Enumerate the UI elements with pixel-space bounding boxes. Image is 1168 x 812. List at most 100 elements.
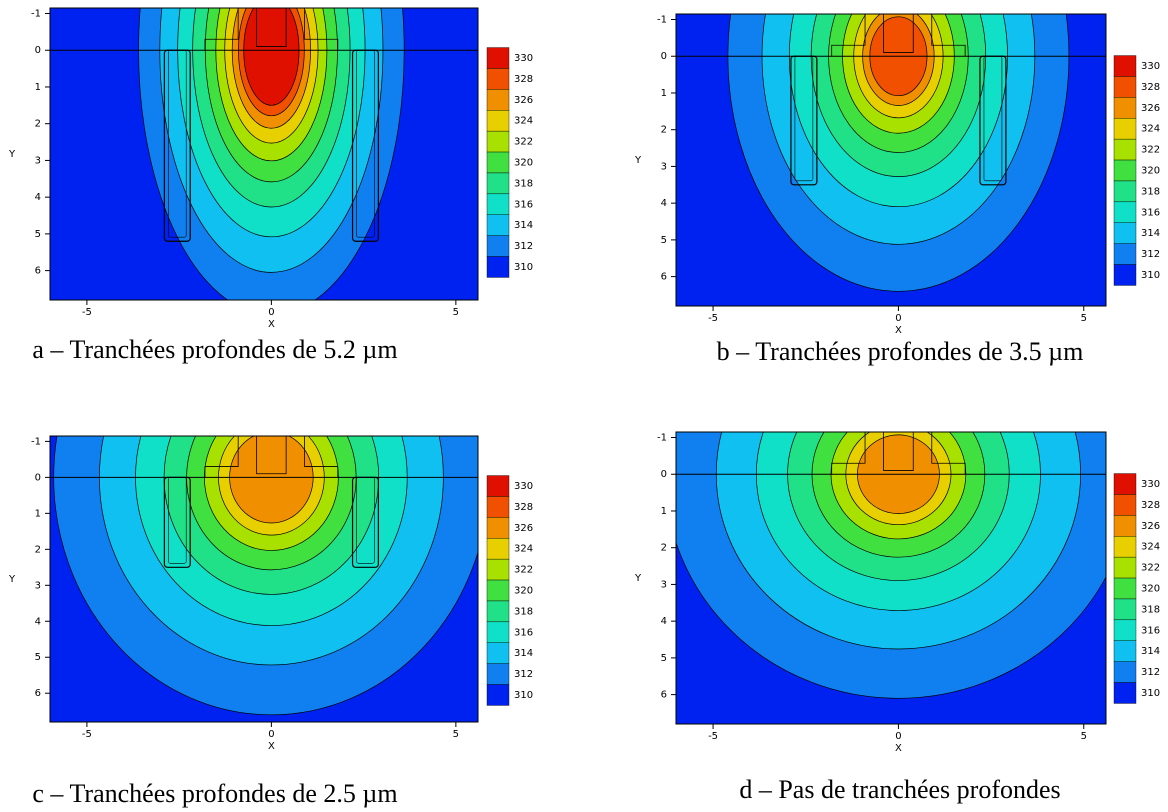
colorbar-swatch xyxy=(486,89,510,111)
colorbar-label: 320 xyxy=(1141,584,1160,595)
y-tick-label: 6 xyxy=(661,272,667,283)
colorbar-swatch xyxy=(486,47,510,69)
colorbar-label: 326 xyxy=(514,95,533,106)
colorbar-label: 322 xyxy=(514,565,533,576)
x-tick-label: 5 xyxy=(1081,313,1087,324)
colorbar-label: 314 xyxy=(514,648,533,659)
colorbar-swatch xyxy=(1113,598,1137,621)
colorbar-label: 324 xyxy=(514,116,533,127)
panel: -5 0 5 -1 0 1 2 3 4 5 6 X Y 330 328 326 324 322 320 318 316 3… xyxy=(634,13,1160,366)
colorbar-swatch xyxy=(1113,97,1137,119)
colorbar-swatch xyxy=(486,256,510,278)
colorbar-swatch xyxy=(486,475,510,497)
colorbar-label: 324 xyxy=(1141,124,1160,135)
colorbar-label: 318 xyxy=(514,606,533,617)
colorbar-swatch xyxy=(1113,556,1137,579)
colorbar-label: 328 xyxy=(514,74,533,85)
colorbar-label: 330 xyxy=(1141,479,1160,490)
y-tick-label: -1 xyxy=(657,433,667,444)
colorbar-swatch xyxy=(1113,619,1137,641)
colorbar-swatch xyxy=(1113,76,1137,98)
colorbar-label: 316 xyxy=(1141,625,1160,636)
colorbar-swatch xyxy=(486,110,510,132)
y-tick-label: 2 xyxy=(35,544,41,555)
device xyxy=(204,8,339,51)
y-tick-label: 0 xyxy=(35,472,41,483)
colorbar-swatch xyxy=(1113,243,1137,265)
y-axis-label: Y xyxy=(8,574,16,585)
x-tick-label: 0 xyxy=(895,313,901,324)
colorbar-label: 318 xyxy=(1141,604,1160,615)
colorbar-swatch xyxy=(486,151,510,174)
caption: a – Tranchées profondes de 5.2 µm xyxy=(32,335,397,364)
y-tick-label: 2 xyxy=(661,543,667,554)
panel: -5 0 5 -1 0 1 2 3 4 5 6 X Y 330 328 326 324 322 320 318 316 3… xyxy=(634,431,1160,804)
colorbar-label: 318 xyxy=(1141,186,1160,197)
colorbar-label: 326 xyxy=(1141,103,1160,114)
colorbar-swatch xyxy=(1113,118,1137,140)
y-axis-label: Y xyxy=(8,149,16,160)
colorbar-label: 310 xyxy=(1141,688,1160,699)
y-tick-label: 4 xyxy=(35,616,41,627)
contour-plot xyxy=(50,436,478,722)
colorbar-swatch xyxy=(486,663,510,685)
colorbar-swatch xyxy=(486,214,510,236)
y-tick-label: 3 xyxy=(661,579,667,590)
colorbar-label: 322 xyxy=(1141,563,1160,574)
colorbar-label: 312 xyxy=(1141,667,1160,678)
colorbar-label: 322 xyxy=(514,137,533,148)
y-tick-label: 1 xyxy=(661,506,667,517)
trench-inner xyxy=(168,49,187,238)
colorbar-swatch xyxy=(1113,577,1137,600)
x-tick-label: 5 xyxy=(453,307,459,318)
x-tick-label: 5 xyxy=(453,729,459,740)
contour-plot xyxy=(50,8,478,300)
trench-inner xyxy=(983,55,1003,182)
colorbar-swatch xyxy=(486,517,510,539)
x-tick-label: -5 xyxy=(708,313,718,324)
colorbar-label: 326 xyxy=(514,523,533,534)
contour-plot xyxy=(676,14,1106,306)
colorbar-swatch xyxy=(486,642,510,664)
y-tick-label: -1 xyxy=(657,15,667,26)
colorbar-label: 314 xyxy=(514,220,533,231)
colorbar-label: 310 xyxy=(514,262,533,273)
y-tick-label: 4 xyxy=(661,616,667,627)
device xyxy=(204,436,339,478)
caption: c – Tranchées profondes de 2.5 µm xyxy=(32,779,397,808)
colorbar-label: 312 xyxy=(1141,249,1160,260)
y-tick-label: 2 xyxy=(35,119,41,130)
colorbar-swatch xyxy=(1113,138,1137,161)
device xyxy=(831,14,966,57)
colorbar-swatch xyxy=(486,558,510,581)
colorbar-label: 328 xyxy=(1141,82,1160,93)
colorbar-label: 316 xyxy=(514,627,533,638)
colorbar-label: 330 xyxy=(514,53,533,64)
y-tick-label: 6 xyxy=(661,690,667,701)
colorbar-label: 328 xyxy=(1141,500,1160,511)
y-tick-label: 5 xyxy=(35,229,41,240)
caption: d – Pas de tranchées profondes xyxy=(739,775,1060,804)
y-tick-label: 1 xyxy=(661,88,667,99)
colorbar-label: 316 xyxy=(1141,207,1160,218)
x-tick-label: -5 xyxy=(708,731,718,742)
x-tick-label: 0 xyxy=(268,729,274,740)
y-tick-label: 5 xyxy=(661,653,667,664)
y-tick-label: 5 xyxy=(35,652,41,663)
y-tick-label: 4 xyxy=(661,198,667,209)
trench-inner xyxy=(168,477,187,564)
colorbar-swatch xyxy=(1113,222,1137,244)
colorbar-label: 330 xyxy=(514,481,533,492)
colorbar-label: 320 xyxy=(514,158,533,169)
colorbar-swatch xyxy=(486,684,510,706)
y-tick-label: 0 xyxy=(35,45,41,56)
y-tick-label: 4 xyxy=(35,192,41,203)
y-tick-label: 1 xyxy=(35,508,41,519)
x-axis-label: X xyxy=(268,319,275,330)
colorbar-swatch xyxy=(486,579,510,602)
contour-plot xyxy=(676,432,1106,724)
colorbar-swatch xyxy=(1113,682,1137,704)
trench-inner xyxy=(794,55,814,182)
